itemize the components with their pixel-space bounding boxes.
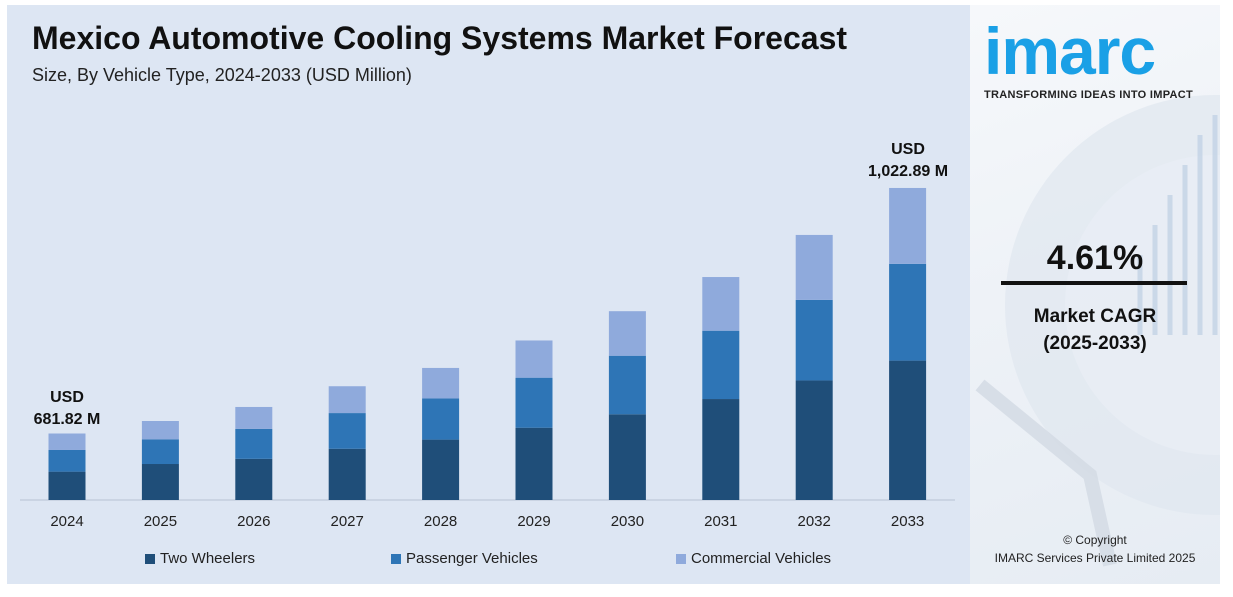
bar-2028-passenger-vehicles [422, 398, 460, 440]
legend-label: Passenger Vehicles [406, 550, 538, 567]
legend-label: Commercial Vehicles [691, 550, 832, 567]
side-panel: imarc TRANSFORMING IDEAS INTO IMPACT 4.6… [970, 5, 1220, 584]
bar-2028-two-wheelers [422, 439, 460, 500]
bar-2033-two-wheelers [889, 360, 927, 500]
x-tick-label-2029: 2029 [517, 513, 550, 530]
legend-item-passenger-vehicles: Passenger Vehicles [391, 550, 538, 567]
bar-2031-commercial-vehicles [702, 277, 740, 331]
cagr-label: Market CAGR (2025-2033) [970, 303, 1220, 357]
bar-2030-two-wheelers [608, 414, 646, 500]
x-tick-label-2025: 2025 [144, 513, 177, 530]
chart-title: Mexico Automotive Cooling Systems Market… [32, 20, 848, 56]
bar-2033-passenger-vehicles [889, 263, 927, 361]
bar-2032-two-wheelers [795, 380, 833, 500]
legend-item-commercial-vehicles: Commercial Vehicles [676, 550, 831, 567]
cagr-divider [1001, 281, 1187, 285]
bar-2029-commercial-vehicles [515, 340, 553, 378]
x-tick-label-2030: 2030 [611, 513, 644, 530]
bar-2026-commercial-vehicles [235, 406, 273, 429]
bar-2028-commercial-vehicles [422, 367, 460, 399]
legend-swatch [676, 553, 686, 564]
bar-2027-passenger-vehicles [328, 413, 366, 449]
background-chart-graphic [975, 95, 1220, 567]
cagr-label-line2: (2025-2033) [1043, 333, 1147, 354]
imarc-logo: imarc TRANSFORMING IDEAS INTO IMPACT [984, 15, 1193, 101]
callout-2024-line1: USD [50, 389, 84, 406]
callout-2033-line1: USD [891, 141, 925, 158]
chart-subtitle: Size, By Vehicle Type, 2024-2033 (USD Mi… [32, 65, 412, 85]
cagr-value: 4.61% [1046, 239, 1144, 277]
bar-2024-commercial-vehicles [48, 433, 86, 450]
x-tick-label-2027: 2027 [331, 513, 364, 530]
logo-tagline: TRANSFORMING IDEAS INTO IMPACT [984, 89, 1194, 101]
bar-2025-passenger-vehicles [141, 439, 179, 465]
bar-2029-two-wheelers [515, 427, 553, 500]
bar-2032-commercial-vehicles [795, 234, 833, 300]
legend-item-two-wheelers: Two Wheelers [145, 550, 255, 567]
bar-2024-passenger-vehicles [48, 449, 86, 472]
x-tick-label-2026: 2026 [237, 513, 270, 530]
x-tick-label-2032: 2032 [798, 513, 831, 530]
bar-2029-passenger-vehicles [515, 377, 553, 428]
x-tick-labels: 2024 2025 2026 2027 2028 2029 2030 2031 2032 2033 [50, 513, 924, 530]
callout-2024-line2: 681.82 M [34, 411, 101, 428]
cagr-label-line1: Market CAGR [1033, 306, 1157, 327]
copyright: © Copyright IMARC Services Private Limit… [970, 531, 1220, 567]
x-tick-label-2024: 2024 [50, 513, 83, 530]
x-tick-label-2033: 2033 [891, 513, 924, 530]
bar-2030-commercial-vehicles [608, 311, 646, 356]
bar-2032-passenger-vehicles [795, 299, 833, 381]
bar-2031-passenger-vehicles [702, 330, 740, 400]
bar-2026-two-wheelers [235, 458, 273, 500]
bar-2027-two-wheelers [328, 448, 366, 500]
bar-2033-commercial-vehicles [889, 187, 927, 264]
bar-2024-two-wheelers [48, 471, 86, 500]
bar-2031-two-wheelers [702, 399, 740, 500]
stacked-bar-chart: 2024 2025 2026 2027 2028 2029 2030 2031 2032 2033… [20, 141, 955, 530]
callout-2033-line2: 1,022.89 M [868, 163, 948, 180]
x-tick-label-2031: 2031 [704, 513, 737, 530]
legend-label: Two Wheelers [160, 550, 256, 567]
bar-2027-commercial-vehicles [328, 386, 366, 414]
bar-2025-two-wheelers [141, 464, 179, 500]
bar-2025-commercial-vehicles [141, 421, 179, 440]
logo-wordmark: imarc [984, 14, 1156, 88]
bar-2026-passenger-vehicles [235, 428, 273, 459]
copyright-line1: © Copyright [1063, 533, 1127, 547]
legend-swatch [145, 553, 155, 564]
bars-group [48, 187, 927, 500]
bar-2030-passenger-vehicles [608, 355, 646, 415]
copyright-line2: IMARC Services Private Limited 2025 [994, 551, 1196, 565]
x-tick-label-2028: 2028 [424, 513, 457, 530]
legend-swatch [391, 553, 401, 564]
